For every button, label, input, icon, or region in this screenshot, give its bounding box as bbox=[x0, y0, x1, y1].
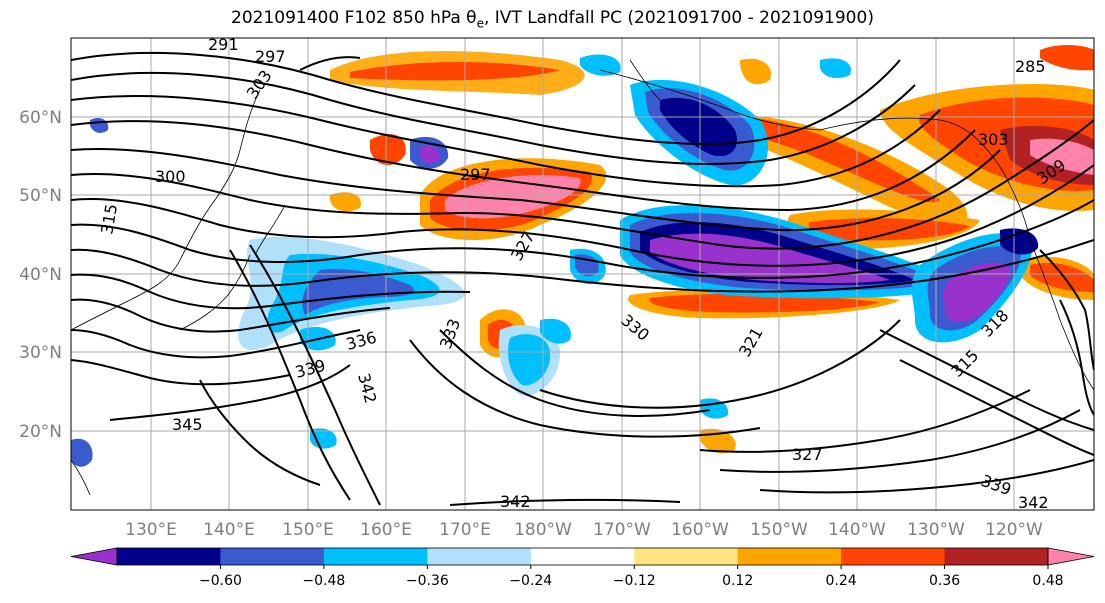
colorbar-segment bbox=[220, 548, 325, 565]
colorbar-segment bbox=[944, 548, 1049, 565]
colorbar-tick-label: 0.48 bbox=[1032, 573, 1063, 589]
colorbar-segment bbox=[737, 548, 842, 565]
colorbar: −0.60 −0.48 −0.36 −0.24 −0.12 0.12 0.24 0.36 0.4… bbox=[70, 547, 1095, 589]
shade-neg-purple-core bbox=[650, 233, 890, 284]
lon-label: 170°E bbox=[439, 520, 491, 540]
lat-label-50n: 50°N bbox=[19, 186, 62, 206]
contour-label: 303 bbox=[978, 130, 1009, 149]
lon-label: 140°E bbox=[203, 520, 255, 540]
map-frame bbox=[70, 37, 1095, 511]
colorbar-segment bbox=[530, 548, 635, 565]
lon-label: 130°W bbox=[907, 520, 965, 540]
colorbar-tick-label: −0.36 bbox=[406, 573, 449, 589]
lat-label-40n: 40°N bbox=[19, 265, 62, 285]
colorbar-tick-labels: −0.60 −0.48 −0.36 −0.24 −0.12 0.12 0.24 0.36 0.4… bbox=[199, 565, 1064, 589]
contour-label: 327 bbox=[792, 445, 823, 464]
colorbar-tick-label: −0.12 bbox=[613, 573, 656, 589]
contour-label: 342 bbox=[1018, 493, 1049, 512]
map-panel: 291 297 303 300 315 297 303 309 285 327 … bbox=[71, 35, 1094, 512]
contour-label: 285 bbox=[1015, 57, 1046, 76]
colorbar-segment bbox=[323, 548, 428, 565]
contour-label: 300 bbox=[155, 167, 186, 186]
lon-label: 180°W bbox=[514, 520, 572, 540]
colorbar-segment bbox=[427, 548, 532, 565]
colorbar-segments bbox=[70, 547, 1095, 566]
lon-label: 150°E bbox=[282, 520, 334, 540]
colorbar-extend-high bbox=[1047, 547, 1095, 566]
colorbar-segment bbox=[841, 548, 946, 565]
figure-title: 2021091400 F102 850 hPa θe, IVT Landfall… bbox=[231, 8, 874, 31]
lat-label-20n: 20°N bbox=[19, 422, 62, 442]
contour-label: 297 bbox=[460, 165, 491, 184]
contour-label: 342 bbox=[500, 492, 531, 511]
lon-label: 130°E bbox=[125, 520, 177, 540]
contour-label: 297 bbox=[255, 47, 286, 66]
colorbar-extend-low bbox=[70, 547, 118, 566]
lat-labels: 60°N 50°N 40°N 30°N 20°N bbox=[19, 108, 62, 442]
lon-label: 120°W bbox=[985, 520, 1043, 540]
contour-label: 345 bbox=[172, 415, 203, 434]
colorbar-tick-label: −0.24 bbox=[509, 573, 552, 589]
colorbar-frame bbox=[116, 547, 1049, 566]
contour-label: 291 bbox=[208, 35, 239, 54]
lon-labels: 130°E 140°E 150°E 160°E 170°E 180°W 170°… bbox=[125, 520, 1043, 540]
colorbar-segment bbox=[117, 548, 221, 565]
lat-label-30n: 30°N bbox=[19, 343, 62, 363]
theta-e-contours bbox=[71, 51, 1094, 506]
contour-labels: 291 297 303 300 315 297 303 309 285 327 … bbox=[97, 35, 1069, 512]
colorbar-tick-label: 0.36 bbox=[929, 573, 960, 589]
colorbar-tick-label: −0.60 bbox=[199, 573, 242, 589]
lon-label: 150°W bbox=[750, 520, 808, 540]
lon-label: 140°W bbox=[828, 520, 886, 540]
lon-label: 160°W bbox=[671, 520, 729, 540]
colorbar-tick-label: 0.24 bbox=[826, 573, 857, 589]
colorbar-tick-label: 0.12 bbox=[722, 573, 753, 589]
colorbar-segment bbox=[634, 548, 739, 565]
lat-label-60n: 60°N bbox=[19, 108, 62, 128]
colorbar-tick-label: −0.48 bbox=[302, 573, 345, 589]
lon-label: 160°E bbox=[360, 520, 412, 540]
lon-label: 170°W bbox=[593, 520, 651, 540]
shaded-pc-field bbox=[71, 45, 1094, 467]
